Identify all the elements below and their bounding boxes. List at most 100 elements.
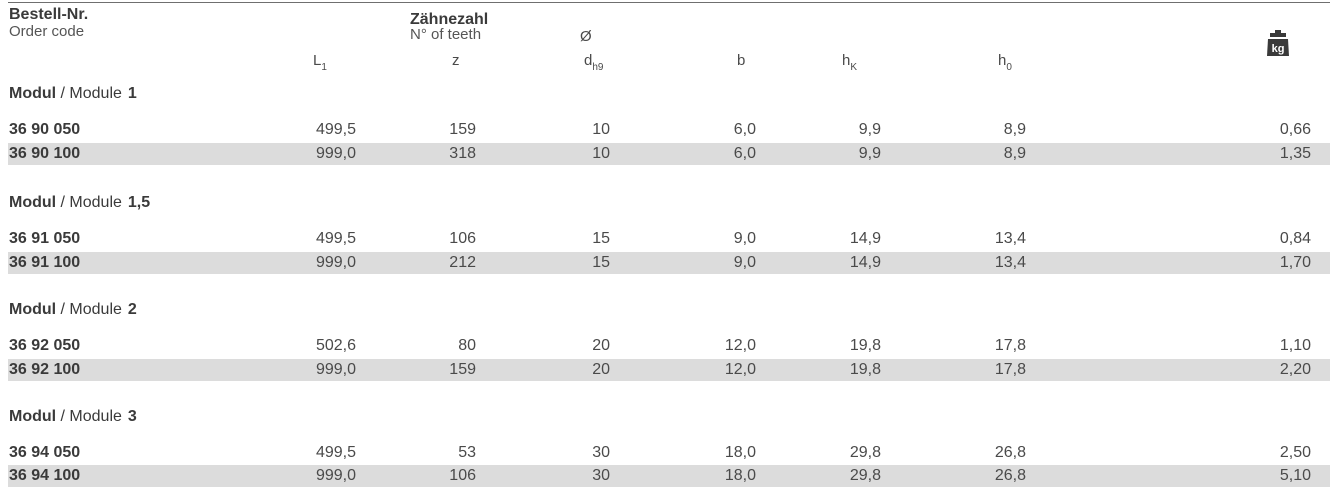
order-code: 36 90 050: [9, 121, 81, 138]
table-row: 36 91 050 499,5 106 15 9,0 14,9 13,4 0,8…: [8, 228, 1330, 250]
cell-z: 212: [449, 254, 476, 271]
cell-b: 18,0: [724, 444, 756, 461]
table-row: 36 90 100 999,0 318 10 6,0 9,9 8,9 1,35: [8, 143, 1330, 165]
cell-d: 20: [592, 337, 610, 354]
cell-weight: 2,50: [1279, 444, 1311, 461]
cell-l1: 502,6: [315, 337, 356, 354]
cell-l1: 999,0: [315, 254, 356, 271]
modul-label: Modul: [9, 301, 57, 318]
col-header-d: dh9: [584, 52, 603, 73]
cell-hk: 19,8: [849, 361, 881, 378]
cell-z: 53: [458, 444, 476, 461]
cell-z: 106: [449, 467, 476, 484]
cell-weight: 2,20: [1279, 361, 1311, 378]
teeth-count-subtitle: N° of teeth: [410, 26, 482, 43]
cell-l1: 999,0: [315, 361, 356, 378]
col-header-h0-sub: 0: [1006, 62, 1012, 73]
cell-d: 30: [592, 467, 610, 484]
cell-d: 15: [592, 254, 610, 271]
cell-b: 6,0: [733, 121, 756, 138]
modul-label: Modul: [9, 194, 57, 211]
cell-hk: 29,8: [849, 467, 881, 484]
order-code: 36 92 050: [9, 337, 81, 354]
module-separator: / Module: [56, 408, 122, 425]
section-heading-module-1-5: Modul / Module 1,5: [9, 194, 150, 212]
cell-b: 9,0: [733, 254, 756, 271]
cell-d: 15: [592, 230, 610, 247]
col-header-hk-sub: K: [850, 62, 858, 73]
cell-hk: 9,9: [858, 145, 881, 162]
col-header-b: b: [737, 52, 746, 69]
module-value: 2: [127, 301, 137, 318]
cell-hk: 29,8: [849, 444, 881, 461]
table-row: 36 92 100 999,0 159 20 12,0 19,8 17,8 2,…: [8, 359, 1330, 381]
cell-h0: 13,4: [994, 230, 1026, 247]
weight-kg-label: kg: [1272, 43, 1285, 55]
cell-d: 30: [592, 444, 610, 461]
cell-l1: 999,0: [315, 467, 356, 484]
module-value: 3: [127, 408, 137, 425]
cell-z: 106: [449, 230, 476, 247]
cell-b: 18,0: [724, 467, 756, 484]
order-code: 36 94 050: [9, 444, 81, 461]
cell-z: 318: [449, 145, 476, 162]
cell-h0: 17,8: [994, 337, 1026, 354]
col-header-z: z: [452, 52, 460, 69]
section-heading-module-1: Modul / Module 1: [9, 85, 137, 103]
cell-h0: 17,8: [994, 361, 1026, 378]
modul-label: Modul: [9, 85, 57, 102]
cell-h0: 26,8: [994, 444, 1026, 461]
cell-z: 159: [449, 361, 476, 378]
cell-h0: 26,8: [994, 467, 1026, 484]
order-code: 36 92 100: [9, 361, 81, 378]
cell-weight: 5,10: [1279, 467, 1311, 484]
module-separator: / Module: [56, 301, 122, 318]
cell-weight: 1,35: [1279, 145, 1311, 162]
cell-l1: 499,5: [315, 230, 356, 247]
diameter-symbol: Ø: [580, 28, 592, 45]
cell-l1: 499,5: [315, 444, 356, 461]
cell-h0: 8,9: [1003, 145, 1026, 162]
table-row: 36 94 100 999,0 106 30 18,0 29,8 26,8 5,…: [8, 465, 1330, 487]
cell-l1: 499,5: [315, 121, 356, 138]
order-code: 36 91 050: [9, 230, 81, 247]
col-header-l1: L1: [313, 52, 327, 73]
cell-h0: 8,9: [1003, 121, 1026, 138]
top-rule: [8, 2, 1330, 3]
module-value: 1,5: [127, 194, 151, 211]
cell-b: 6,0: [733, 145, 756, 162]
teeth-count-title: Zähnezahl: [410, 11, 489, 28]
cell-hk: 14,9: [849, 230, 881, 247]
col-header-h0: h0: [998, 52, 1012, 73]
col-header-h0-main: h: [998, 52, 1007, 69]
cell-hk: 19,8: [849, 337, 881, 354]
cell-weight: 1,10: [1279, 337, 1311, 354]
cell-b: 12,0: [724, 337, 756, 354]
cell-l1: 999,0: [315, 145, 356, 162]
cell-weight: 1,70: [1279, 254, 1311, 271]
col-header-l1-sub: 1: [321, 62, 327, 73]
cell-d: 20: [592, 361, 610, 378]
col-header-d-main: d: [584, 52, 593, 69]
cell-z: 159: [449, 121, 476, 138]
table-row: 36 91 100 999,0 212 15 9,0 14,9 13,4 1,7…: [8, 252, 1330, 274]
cell-b: 9,0: [733, 230, 756, 247]
module-separator: / Module: [56, 194, 122, 211]
table-row: 36 90 050 499,5 159 10 6,0 9,9 8,9 0,66: [8, 119, 1330, 141]
order-code-title: Bestell-Nr.: [9, 6, 89, 23]
module-value: 1: [127, 85, 137, 102]
section-heading-module-2: Modul / Module 2: [9, 301, 137, 319]
cell-d: 10: [592, 145, 610, 162]
module-separator: / Module: [56, 85, 122, 102]
order-code: 36 90 100: [9, 145, 81, 162]
order-code: 36 91 100: [9, 254, 81, 271]
col-header-hk: hK: [842, 52, 858, 73]
weight-kg-icon: kg: [1267, 30, 1289, 56]
col-header-hk-main: h: [842, 52, 851, 69]
cell-hk: 9,9: [858, 121, 881, 138]
col-header-l1-main: L: [313, 52, 322, 69]
cell-h0: 13,4: [994, 254, 1026, 271]
table-row: 36 94 050 499,5 53 30 18,0 29,8 26,8 2,5…: [8, 442, 1330, 464]
table-row: 36 92 050 502,6 80 20 12,0 19,8 17,8 1,1…: [8, 335, 1330, 357]
cell-weight: 0,84: [1279, 230, 1311, 247]
